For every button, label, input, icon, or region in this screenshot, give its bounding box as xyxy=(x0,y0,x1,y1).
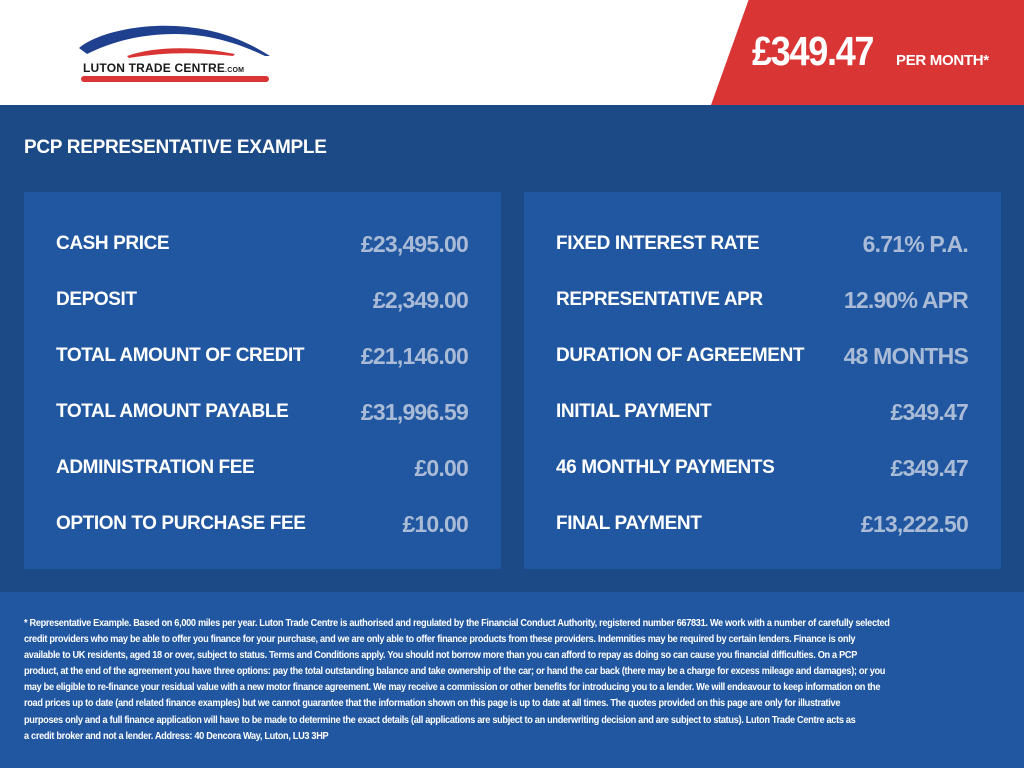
finance-row: DURATION OF AGREEMENT 48 MONTHS xyxy=(556,341,969,371)
row-value: £13,222.50 xyxy=(860,510,969,537)
row-value: £10.00 xyxy=(402,510,468,537)
row-label: TOTAL AMOUNT OF CREDIT xyxy=(56,345,305,366)
header: LUTON TRADE CENTRE.COM £349.47 PER MONTH… xyxy=(0,0,1024,105)
price-banner xyxy=(711,0,1024,105)
row-label: REPRESENTATIVE APR xyxy=(556,289,763,310)
disclaimer-line: a credit broker and not a lender. Addres… xyxy=(24,730,329,742)
finance-row: INITIAL PAYMENT £349.47 xyxy=(556,397,969,427)
finance-row: TOTAL AMOUNT PAYABLE £31,996.59 xyxy=(56,397,469,427)
row-value: £2,349.00 xyxy=(372,286,469,313)
finance-row: OPTION TO PURCHASE FEE £10.00 xyxy=(56,509,469,539)
finance-row: FIXED INTEREST RATE 6.71% P.A. xyxy=(556,229,969,259)
per-month-label: PER MONTH* xyxy=(896,52,989,69)
finance-row: ADMINISTRATION FEE £0.00 xyxy=(56,453,469,483)
row-label: TOTAL AMOUNT PAYABLE xyxy=(56,401,289,422)
finance-row: 46 MONTHLY PAYMENTS £349.47 xyxy=(556,453,969,483)
logo-text: LUTON TRADE CENTRE.COM xyxy=(83,61,245,75)
row-value: 12.90% APR xyxy=(843,286,969,313)
row-label: ADMINISTRATION FEE xyxy=(56,457,255,478)
row-label: 46 MONTHLY PAYMENTS xyxy=(556,457,775,478)
finance-row: REPRESENTATIVE APR 12.90% APR xyxy=(556,285,969,315)
disclaimer-line: * Representative Example. Based on 6,000… xyxy=(24,618,890,629)
row-label: DURATION OF AGREEMENT xyxy=(556,345,805,366)
disclaimer-text: * Representative Example. Based on 6,000… xyxy=(24,616,965,745)
row-value: £23,495.00 xyxy=(360,230,469,257)
disclaimer-line: credit providers who may be able to offe… xyxy=(24,634,856,646)
row-value: £0.00 xyxy=(414,454,468,481)
row-value: 48 MONTHS xyxy=(843,342,969,369)
row-label: CASH PRICE xyxy=(56,233,170,254)
disclaimer-line: product, at the end of the agreement you… xyxy=(24,666,886,678)
row-label: FINAL PAYMENT xyxy=(556,513,702,534)
disclaimer-line: may be eligible to re-finance your resid… xyxy=(24,682,881,694)
finance-row: DEPOSIT £2,349.00 xyxy=(56,285,469,315)
row-value: £21,146.00 xyxy=(360,342,469,369)
car-logo-icon xyxy=(79,25,270,82)
finance-details-left: CASH PRICE £23,495.00 DEPOSIT £2,349.00 TOTA… xyxy=(24,192,501,569)
row-value: £31,996.59 xyxy=(360,398,469,425)
page-title: PCP REPRESENTATIVE EXAMPLE xyxy=(24,137,327,158)
row-value: 6.71% P.A. xyxy=(862,230,969,257)
finance-details-right: FIXED INTEREST RATE 6.71% P.A. REPRESENTAT… xyxy=(524,192,1001,569)
row-value: £349.47 xyxy=(890,398,968,425)
disclaimer-line: available to UK residents, aged 18 or ov… xyxy=(24,650,858,662)
disclaimer-line: road prices up to date (and related fina… xyxy=(24,698,841,710)
disclaimer-line: purposes only and a full finance applica… xyxy=(24,714,856,726)
monthly-price: £349.47 xyxy=(752,28,875,74)
row-label: INITIAL PAYMENT xyxy=(556,401,712,422)
row-label: FIXED INTEREST RATE xyxy=(556,233,760,254)
row-value: £349.47 xyxy=(890,454,968,481)
finance-row: FINAL PAYMENT £13,222.50 xyxy=(556,509,969,539)
row-label: OPTION TO PURCHASE FEE xyxy=(56,513,306,534)
finance-row: TOTAL AMOUNT OF CREDIT £21,146.00 xyxy=(56,341,469,371)
disclaimer-section: * Representative Example. Based on 6,000… xyxy=(0,592,1024,768)
finance-row: CASH PRICE £23,495.00 xyxy=(56,229,469,259)
row-label: DEPOSIT xyxy=(56,289,137,310)
